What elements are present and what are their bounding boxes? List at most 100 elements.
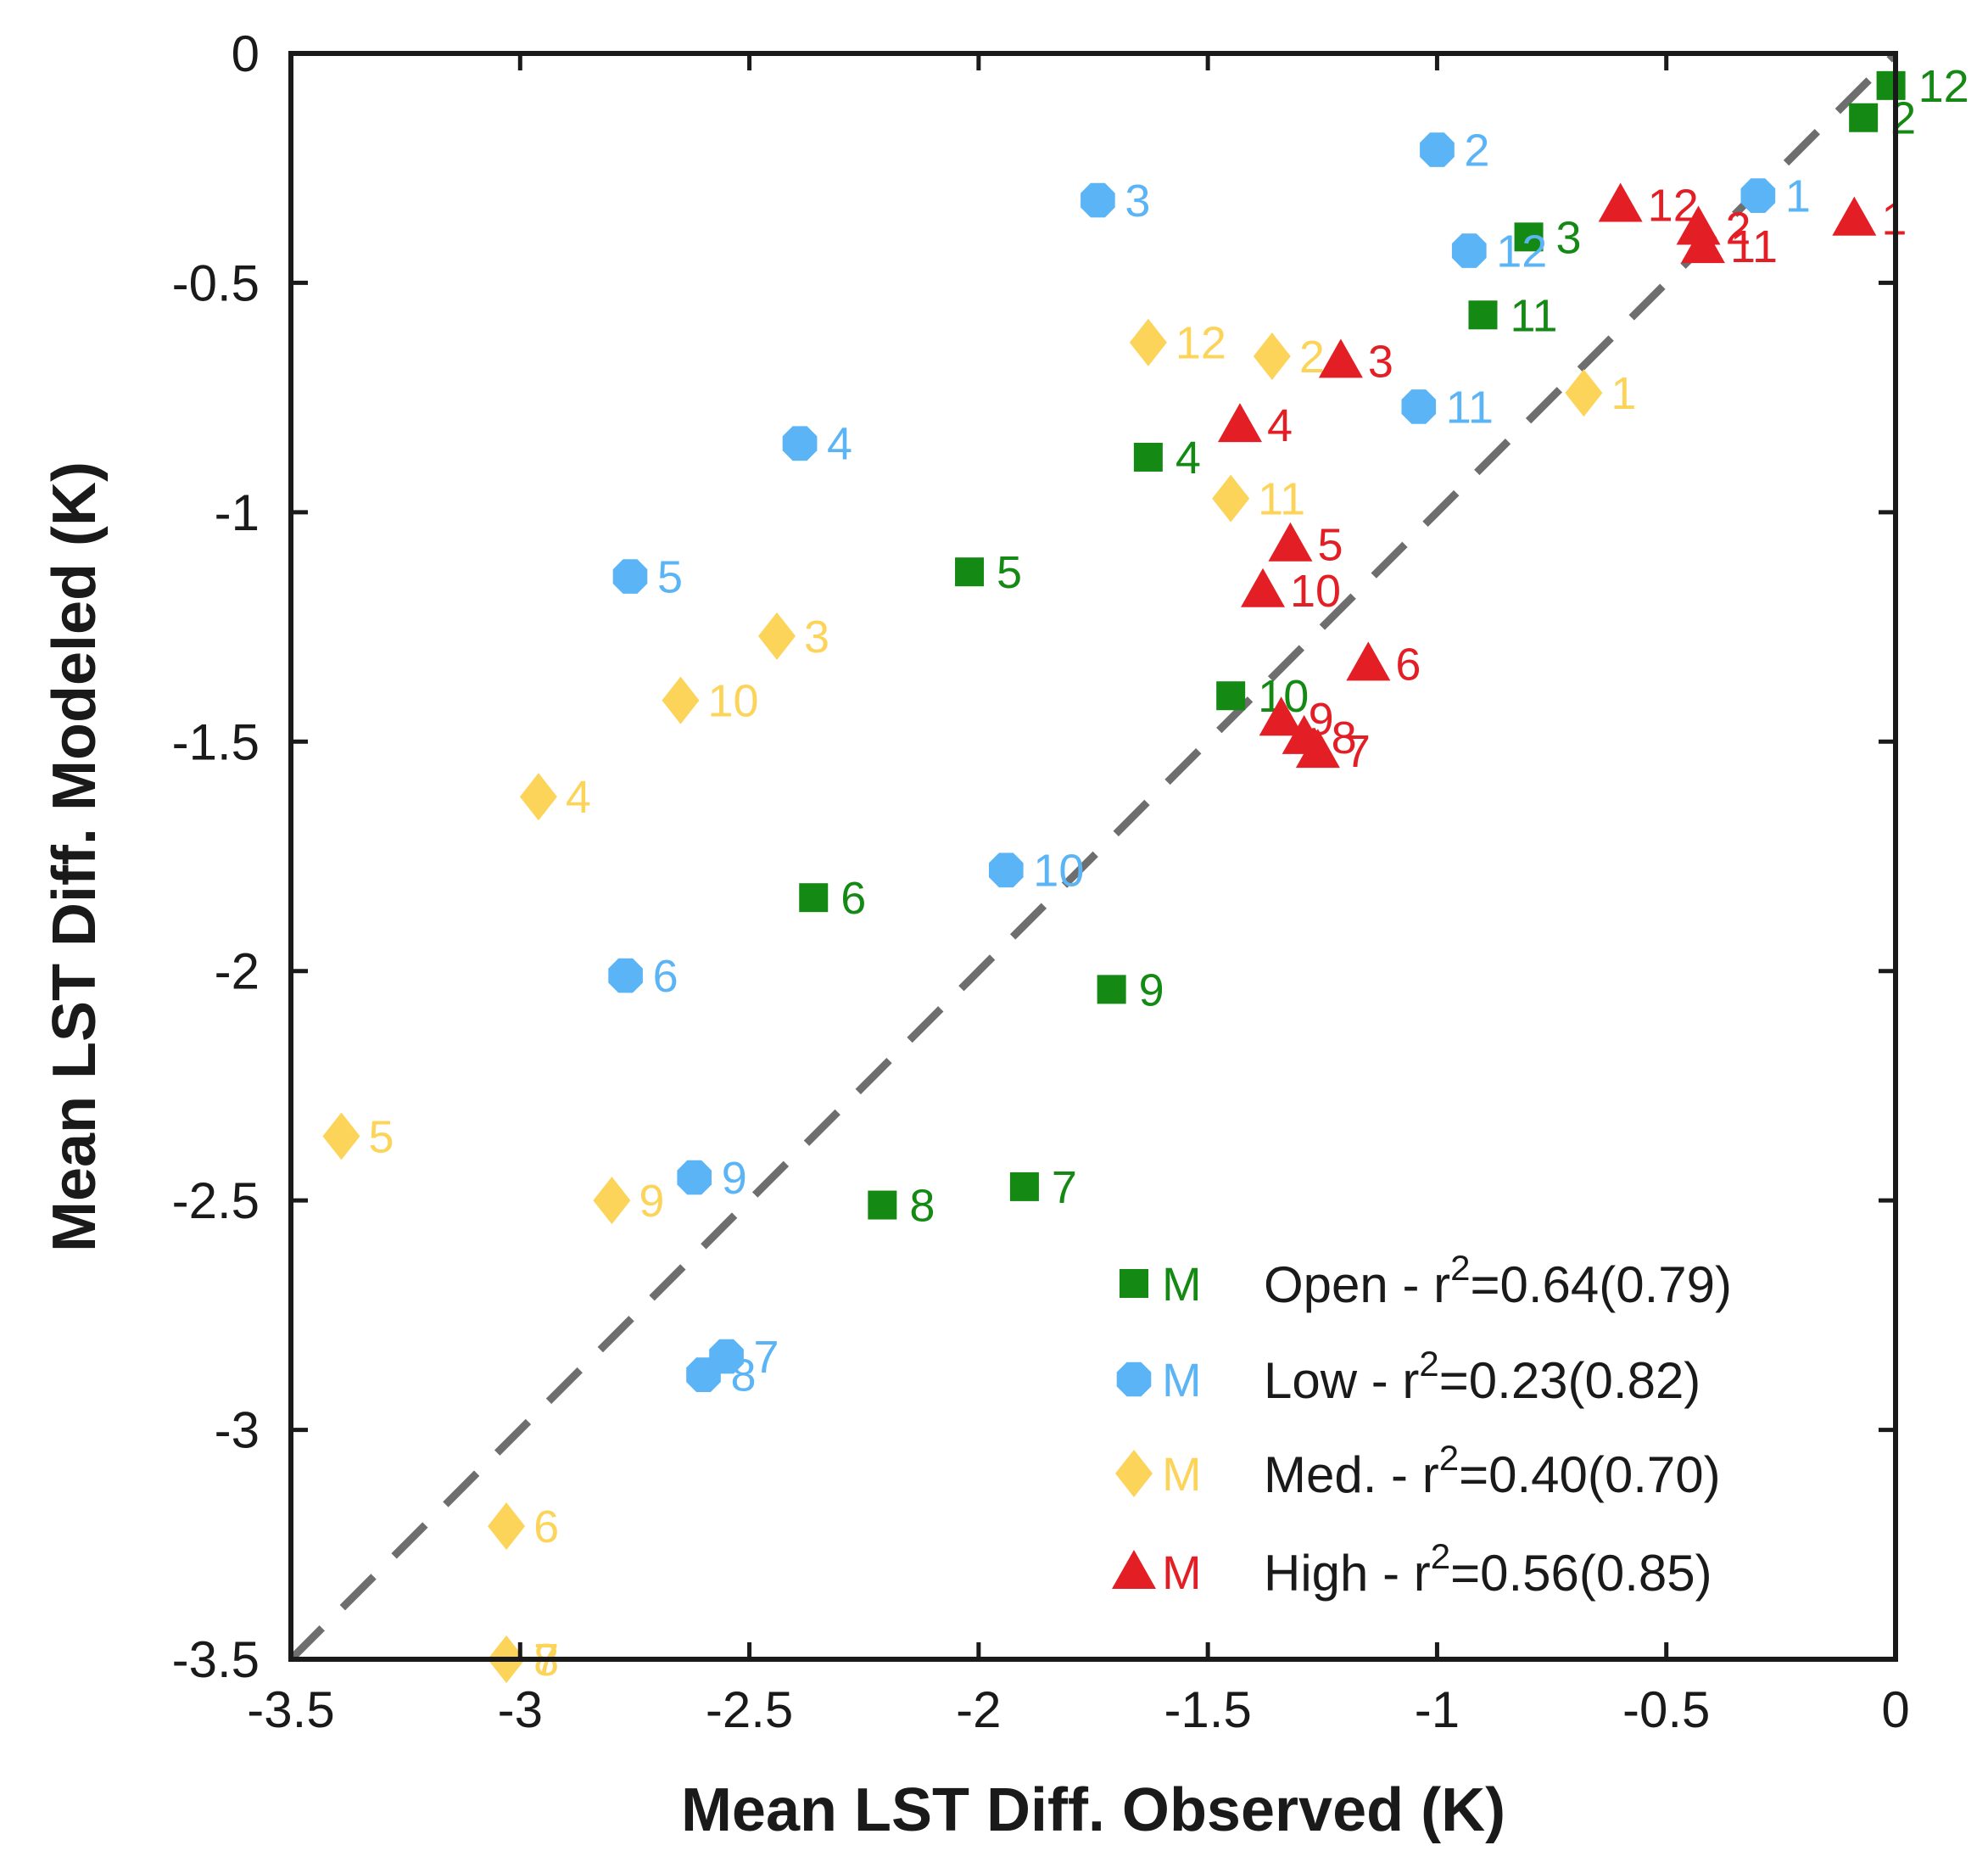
data-point [1009, 1171, 1039, 1201]
point-label: 6 [653, 951, 678, 1002]
point-label: 11 [1446, 382, 1494, 433]
point-label: 2 [1299, 332, 1325, 383]
point-label: 3 [1368, 336, 1393, 387]
data-point [1217, 403, 1262, 443]
legend-entry-high: M High - r2=0.56(0.85) [1112, 1536, 1712, 1602]
plot-frame [288, 51, 1898, 1662]
data-point [1565, 369, 1603, 417]
point-label: 6 [840, 873, 866, 924]
point-label: 11 [1258, 474, 1305, 525]
legend-marker [1115, 1450, 1153, 1497]
data-point [677, 1160, 712, 1195]
point-label: 9 [722, 1153, 747, 1204]
legend-marker-label: M [1162, 1546, 1202, 1599]
point-label: 9 [1139, 965, 1164, 1015]
data-point [686, 1357, 721, 1392]
point-label: 11 [1510, 290, 1557, 341]
data-point [488, 1502, 526, 1551]
data-point [1468, 300, 1498, 330]
data-point [1680, 224, 1725, 264]
data-point [1420, 132, 1455, 167]
x-tick-label: -3.5 [247, 1681, 334, 1738]
point-label: 4 [827, 419, 852, 470]
y-tick-label: -2 [215, 943, 260, 1000]
point-label: 10 [1033, 846, 1084, 897]
data-point [1740, 178, 1776, 213]
data-point [989, 853, 1024, 888]
point-label: 7 [754, 1332, 779, 1383]
legend-text: High - r2=0.56(0.85) [1264, 1536, 1712, 1602]
y-tick-label: -3.5 [172, 1631, 260, 1688]
legend-entry-open: M Open - r2=0.64(0.79) [1120, 1248, 1732, 1313]
data-point [1451, 233, 1487, 268]
point-label: 2 [1726, 204, 1751, 254]
data-point [1295, 729, 1340, 769]
point-label: 3 [1556, 212, 1582, 263]
data-point [782, 426, 818, 461]
legend-entry-med: M Med. - r2=0.40(0.70) [1115, 1438, 1721, 1503]
data-point [519, 773, 557, 821]
y-tick-label: -1.5 [172, 713, 260, 770]
data-point [1598, 182, 1643, 222]
data-point [322, 1112, 360, 1160]
data-point [1676, 205, 1721, 245]
data-point [1216, 681, 1246, 711]
data-point [593, 1177, 631, 1225]
data-point [758, 612, 796, 660]
x-tick-label: -2 [956, 1681, 1001, 1738]
data-point [1259, 696, 1304, 736]
legend-marker [1112, 1550, 1156, 1589]
legend-marker [1116, 1362, 1152, 1397]
legend-text: Low - r2=0.23(0.82) [1264, 1344, 1700, 1409]
point-label: 1 [1611, 368, 1636, 419]
data-point [1401, 389, 1437, 424]
x-tick-label: -0.5 [1622, 1681, 1710, 1738]
x-tick-label: -1.5 [1164, 1681, 1251, 1738]
data-point [1876, 70, 1906, 100]
legend-marker-label: M [1162, 1353, 1202, 1406]
point-label: 10 [707, 676, 758, 727]
y-tick-label: 0 [232, 25, 260, 82]
axis-ticks-layer: -3.5 -3 -2.5 -2 -1.5 -1 -0.5 0 -3.5 -3 -2.5 -2 -1.5 -… [172, 25, 1910, 1738]
point-label: 6 [533, 1501, 559, 1552]
point-label: 5 [657, 552, 683, 603]
y-tick-label: -1 [215, 484, 260, 541]
point-label: 5 [1317, 520, 1343, 571]
y-tick-label: -3 [215, 1402, 260, 1459]
point-label: 4 [566, 772, 591, 823]
x-tick-label: -3 [498, 1681, 543, 1738]
point-label: 7 [1052, 1162, 1077, 1213]
data-point [1514, 222, 1544, 252]
point-label: 4 [1175, 433, 1201, 484]
point-label: 4 [1267, 400, 1293, 451]
y-tick-label: -0.5 [172, 254, 260, 311]
data-point [1212, 474, 1250, 523]
point-label: 12 [1175, 318, 1226, 369]
data-point [608, 958, 643, 993]
point-label: 10 [1290, 566, 1341, 617]
point-label: 1 [1785, 171, 1811, 222]
x-tick-label: -2.5 [706, 1681, 793, 1738]
data-point [955, 557, 985, 587]
legend-marker-label: M [1162, 1447, 1202, 1501]
point-label: 5 [997, 547, 1022, 598]
point-label: 8 [909, 1181, 935, 1232]
x-axis-label: Mean LST Diff. Observed (K) [681, 1776, 1505, 1844]
data-point [1318, 338, 1363, 378]
point-label: 12 [1496, 226, 1547, 277]
data-point [1133, 442, 1163, 472]
y-tick-label: -2.5 [172, 1172, 260, 1229]
data-point [868, 1190, 897, 1220]
point-label: 8 [731, 1350, 757, 1401]
legend-entry-low: M Low - r2=0.23(0.82) [1116, 1344, 1700, 1409]
point-label: 7 [1345, 726, 1371, 777]
data-point [1081, 182, 1115, 218]
x-tick-label: -1 [1415, 1681, 1460, 1738]
legend: M Open - r2=0.64(0.79) M Low - r2=0.23(0.82… [1112, 1248, 1732, 1602]
point-label: 6 [1395, 639, 1421, 690]
